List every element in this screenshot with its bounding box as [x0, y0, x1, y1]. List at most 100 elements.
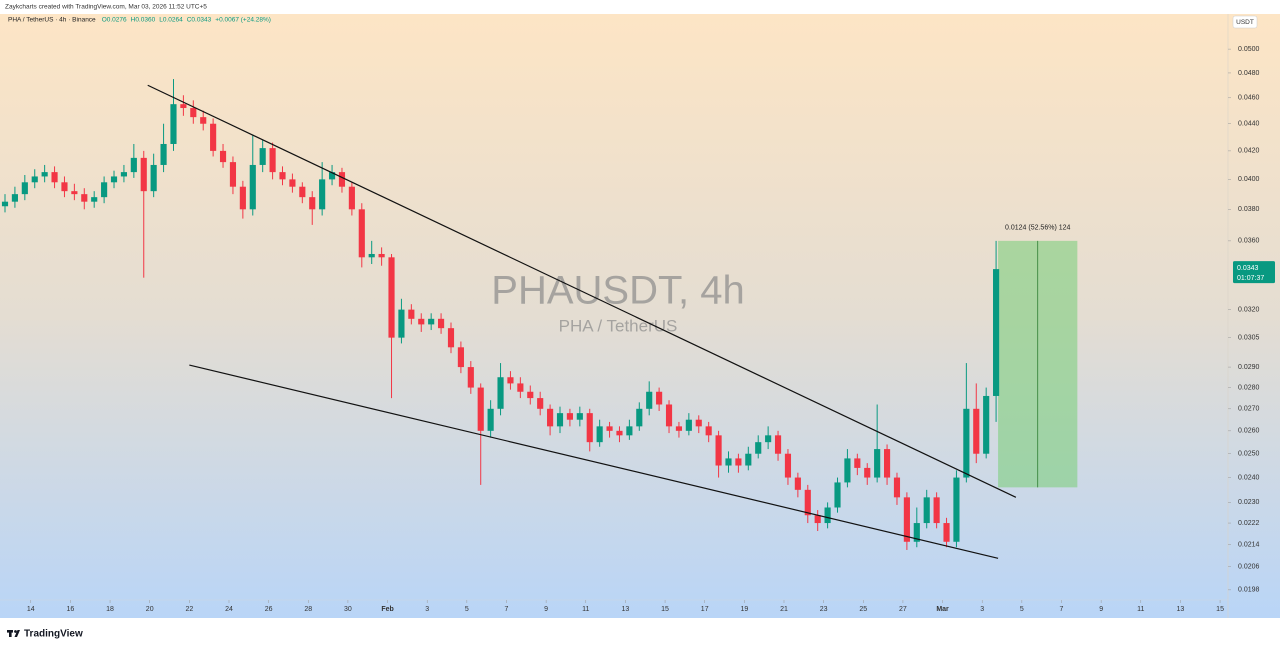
candle-body — [824, 507, 831, 524]
last-price-box — [1233, 261, 1275, 284]
candle-body — [477, 387, 484, 431]
trendline — [147, 84, 1017, 498]
candle-body — [507, 377, 514, 384]
candle-body — [239, 186, 246, 210]
candle-body — [210, 123, 217, 151]
x-tick-label: 13 — [622, 606, 630, 613]
candle-body — [368, 253, 375, 258]
y-tick-label: 0.0270 — [1238, 406, 1260, 413]
candle-body — [923, 497, 930, 524]
x-tick-label: 26 — [265, 606, 273, 613]
candle-body — [170, 104, 177, 144]
candle-body — [487, 408, 494, 431]
candle-body — [963, 408, 970, 478]
x-tick-label: 25 — [859, 606, 867, 613]
legend-item: L0.0264 — [159, 17, 183, 24]
candle-body — [31, 176, 38, 183]
candle-body — [973, 408, 980, 454]
candle-body — [794, 477, 801, 490]
y-tick-label: 0.0214 — [1238, 541, 1260, 548]
candle-body — [120, 172, 128, 177]
candle-body — [71, 191, 78, 195]
candle-body — [259, 148, 266, 165]
watermark-subtitle: PHA / TetherUS — [559, 316, 678, 335]
candle-body — [140, 157, 147, 192]
candle-body — [527, 391, 534, 399]
y-tick-label: 0.0380 — [1238, 206, 1260, 213]
candle-body — [636, 408, 643, 427]
candle-body — [656, 391, 663, 405]
watermark-title: PHAUSDT, 4h — [491, 269, 744, 313]
candle-body — [953, 477, 960, 542]
candle-body — [943, 523, 950, 542]
x-tick-label: 9 — [544, 606, 548, 613]
x-tick-label: 21 — [780, 606, 788, 613]
candle-body — [695, 419, 702, 427]
candle-body — [299, 186, 306, 198]
measure-label: 0.0124 (52.56%) 124 — [1005, 225, 1070, 232]
candle-body — [378, 253, 385, 258]
y-tick-label: 0.0460 — [1238, 95, 1260, 102]
currency-box[interactable] — [1232, 15, 1258, 29]
x-tick-label: 11 — [582, 606, 589, 613]
y-tick-label: 0.0240 — [1238, 474, 1260, 481]
candle-body — [784, 453, 792, 478]
last-price: 0.0343 — [1237, 265, 1259, 272]
x-tick-label: 22 — [185, 606, 193, 613]
candle-body — [21, 182, 28, 195]
candle-body — [755, 442, 762, 454]
candle-body — [180, 104, 187, 109]
candle-body — [447, 328, 455, 348]
y-tick-label: 0.0320 — [1238, 306, 1260, 313]
candle-body — [309, 197, 316, 210]
candle-body — [110, 176, 118, 183]
candle-body — [814, 515, 821, 524]
candle-body — [61, 182, 68, 192]
candle-body — [269, 148, 276, 173]
candle-body — [547, 408, 554, 427]
currency[interactable]: USDT — [1236, 19, 1254, 26]
candle-body — [438, 318, 445, 329]
candle-body — [874, 449, 881, 478]
candle-body — [249, 164, 256, 210]
candle-body — [517, 383, 524, 392]
candle-body — [586, 413, 593, 443]
x-tick-label: 9 — [1099, 606, 1103, 613]
candle-body — [893, 477, 901, 498]
candle-body — [576, 413, 583, 420]
x-tick-label: 13 — [1177, 606, 1185, 613]
candle-body — [190, 108, 197, 118]
candle-body — [160, 143, 167, 165]
candle-body — [348, 186, 355, 210]
candle-body — [844, 458, 851, 483]
candle-body — [735, 458, 742, 466]
y-tick-label: 0.0480 — [1238, 70, 1260, 77]
y-tick-label: 0.0305 — [1238, 334, 1260, 341]
legend-symbol: PHA / TetherUS · 4h · Binance — [8, 17, 96, 24]
candle-body — [566, 413, 573, 420]
y-tick-label: 0.0440 — [1238, 121, 1260, 128]
candle-body — [51, 172, 58, 183]
x-tick-label: 7 — [505, 606, 509, 613]
candle-body — [983, 395, 990, 454]
x-tick-label: 30 — [344, 606, 352, 613]
candle-body — [596, 426, 603, 443]
y-tick-label: 0.0206 — [1238, 564, 1260, 571]
x-tick-label: 27 — [899, 606, 907, 613]
y-tick-label: 0.0360 — [1238, 238, 1260, 245]
x-tick-label: Mar — [936, 606, 949, 613]
x-tick-label: 17 — [701, 606, 709, 613]
candle-body — [130, 157, 137, 173]
y-tick-label: 0.0250 — [1238, 451, 1260, 458]
candle-body — [616, 430, 623, 436]
trendline — [189, 364, 999, 559]
legend-item: C0.0343 — [187, 17, 212, 24]
x-tick-label: 28 — [304, 606, 312, 613]
candle-body — [745, 453, 752, 466]
candle-body — [646, 391, 653, 409]
x-tick-label: 23 — [820, 606, 828, 613]
y-tick-label: 0.0260 — [1238, 428, 1260, 435]
candle-body — [319, 179, 326, 210]
candle-body — [606, 426, 613, 431]
